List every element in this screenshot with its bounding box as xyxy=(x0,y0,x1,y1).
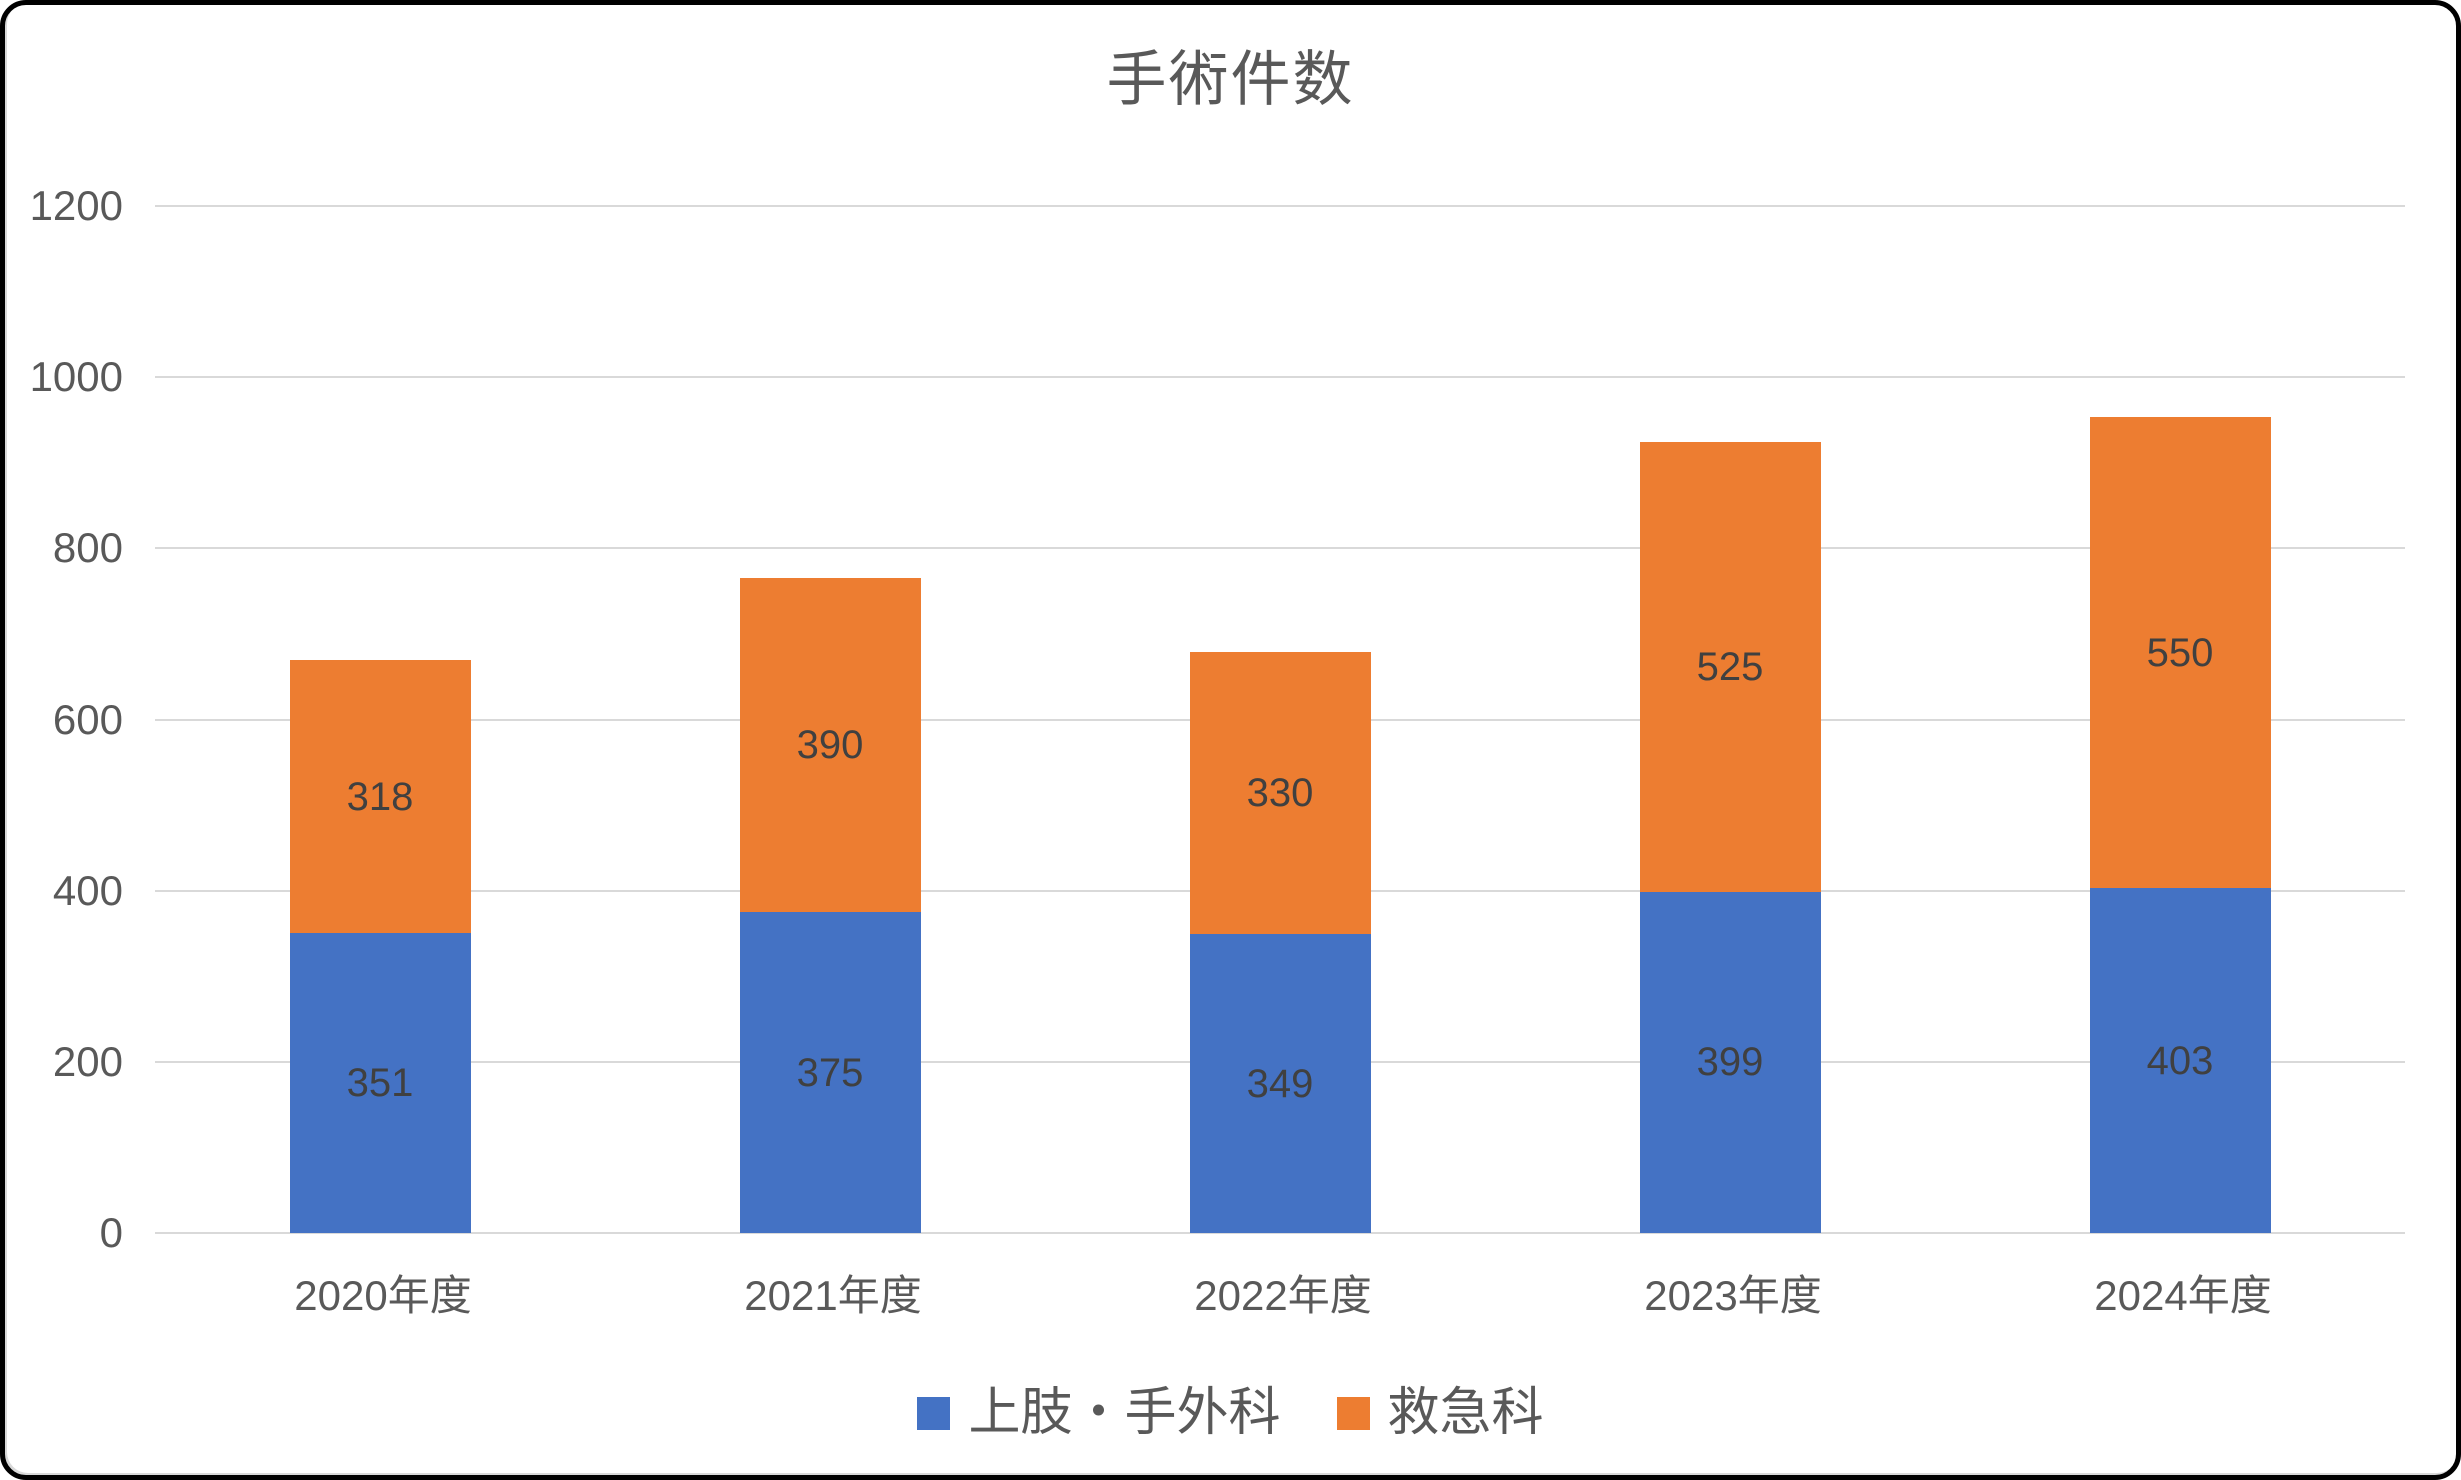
bar-segment-2021年度-救急科: 390 xyxy=(739,578,921,913)
legend-label: 救急科 xyxy=(1387,1384,1544,1442)
legend-label: 上肢・手外科 xyxy=(968,1384,1281,1442)
data-label: 399 xyxy=(1696,1040,1764,1085)
bar-segment-2020年度-救急科: 318 xyxy=(289,660,471,933)
x-tick-label-2020年度: 2020年度 xyxy=(294,1272,472,1319)
bar-segment-2024年度-救急科: 550 xyxy=(2089,417,2271,889)
y-tick-label-400: 400 xyxy=(52,866,123,914)
data-label: 330 xyxy=(1246,771,1314,816)
bar-segment-2023年度-救急科: 525 xyxy=(1639,442,1821,892)
legend: 上肢・手外科 救急科 xyxy=(5,1377,2456,1449)
gridline-1200 xyxy=(155,205,2405,207)
bar-segment-2020年度-上肢・手外科: 351 xyxy=(289,932,471,1233)
legend-swatch-icon xyxy=(1336,1396,1370,1430)
gridline-1000 xyxy=(155,376,2405,379)
data-label: 525 xyxy=(1696,644,1764,689)
data-label: 550 xyxy=(2146,630,2214,675)
y-tick-label-200: 200 xyxy=(52,1037,123,1085)
x-tick-label-2023年度: 2023年度 xyxy=(1644,1272,1822,1319)
x-tick-label-2024年度: 2024年度 xyxy=(2094,1272,2272,1319)
bar-segment-2021年度-上肢・手外科: 375 xyxy=(739,912,921,1233)
y-tick-label-1000: 1000 xyxy=(29,353,123,401)
x-tick-label-2022年度: 2022年度 xyxy=(1194,1272,1372,1319)
plot-area: 351 318 375 390 349 330 399 525 403 550 xyxy=(155,205,2405,1234)
bar-segment-2022年度-救急科: 330 xyxy=(1189,651,1371,935)
legend-item-上肢・手外科: 上肢・手外科 xyxy=(917,1384,1281,1442)
bar-segment-2023年度-上肢・手外科: 399 xyxy=(1639,891,1821,1233)
gridline-800 xyxy=(155,547,2405,550)
data-label: 318 xyxy=(346,774,414,819)
legend-item-救急科: 救急科 xyxy=(1336,1384,1544,1442)
data-label: 390 xyxy=(796,723,864,768)
y-tick-label-0: 0 xyxy=(99,1209,123,1256)
y-tick-label-600: 600 xyxy=(52,695,123,743)
gridline-0 xyxy=(155,1232,2405,1234)
data-label: 349 xyxy=(1246,1061,1314,1106)
data-label: 403 xyxy=(2146,1038,2214,1083)
y-tick-label-800: 800 xyxy=(52,524,123,572)
bar-segment-2022年度-上肢・手外科: 349 xyxy=(1189,934,1371,1233)
y-axis-labels: 0 200 400 600 800 1000 1200 xyxy=(5,5,123,1475)
data-label: 351 xyxy=(346,1060,414,1105)
bar-segment-2024年度-上肢・手外科: 403 xyxy=(2089,888,2271,1233)
x-tick-label-2021年度: 2021年度 xyxy=(744,1272,922,1319)
y-tick-label-1200: 1200 xyxy=(29,182,123,229)
chart-title: 手術件数 xyxy=(1106,46,1355,113)
legend-swatch-icon xyxy=(917,1396,951,1430)
data-label: 375 xyxy=(796,1050,864,1095)
